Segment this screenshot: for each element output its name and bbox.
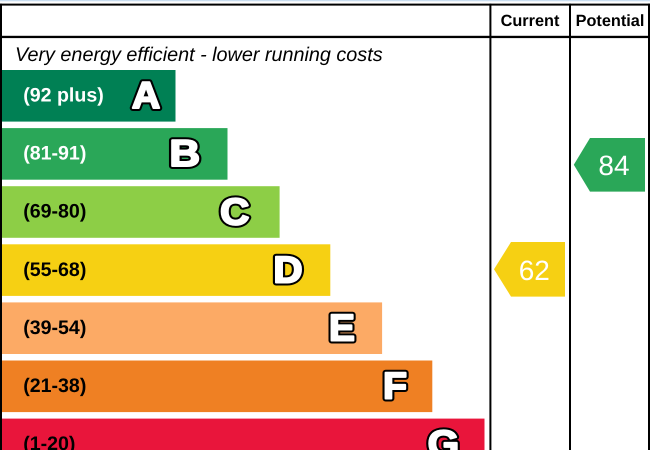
svg-text:A: A [132, 74, 160, 116]
svg-text:B: B [170, 132, 201, 174]
svg-text:E: E [329, 307, 355, 349]
svg-text:(21-38): (21-38) [23, 375, 86, 397]
svg-text:(81-91): (81-91) [23, 143, 86, 165]
svg-text:G: G [428, 423, 459, 450]
svg-text:(1-20): (1-20) [23, 433, 75, 450]
svg-text:C: C [220, 190, 249, 232]
svg-text:G: G [428, 423, 459, 450]
svg-text:Potential: Potential [576, 12, 645, 30]
svg-text:62: 62 [519, 255, 550, 286]
svg-text:(39-54): (39-54) [23, 317, 86, 339]
svg-text:E: E [329, 307, 355, 349]
svg-text:D: D [273, 248, 302, 290]
svg-text:F: F [383, 365, 407, 407]
svg-text:84: 84 [598, 150, 629, 181]
svg-text:Current: Current [501, 12, 560, 30]
svg-text:D: D [273, 248, 302, 290]
svg-text:A: A [132, 74, 160, 116]
svg-text:(55-68): (55-68) [23, 259, 86, 281]
svg-text:(92 plus): (92 plus) [23, 85, 104, 107]
svg-text:Very energy efficient - lower: Very energy efficient - lower running co… [15, 44, 383, 66]
svg-text:B: B [170, 132, 201, 174]
svg-text:C: C [220, 190, 249, 232]
svg-text:F: F [383, 365, 407, 407]
svg-text:(69-80): (69-80) [23, 201, 86, 223]
